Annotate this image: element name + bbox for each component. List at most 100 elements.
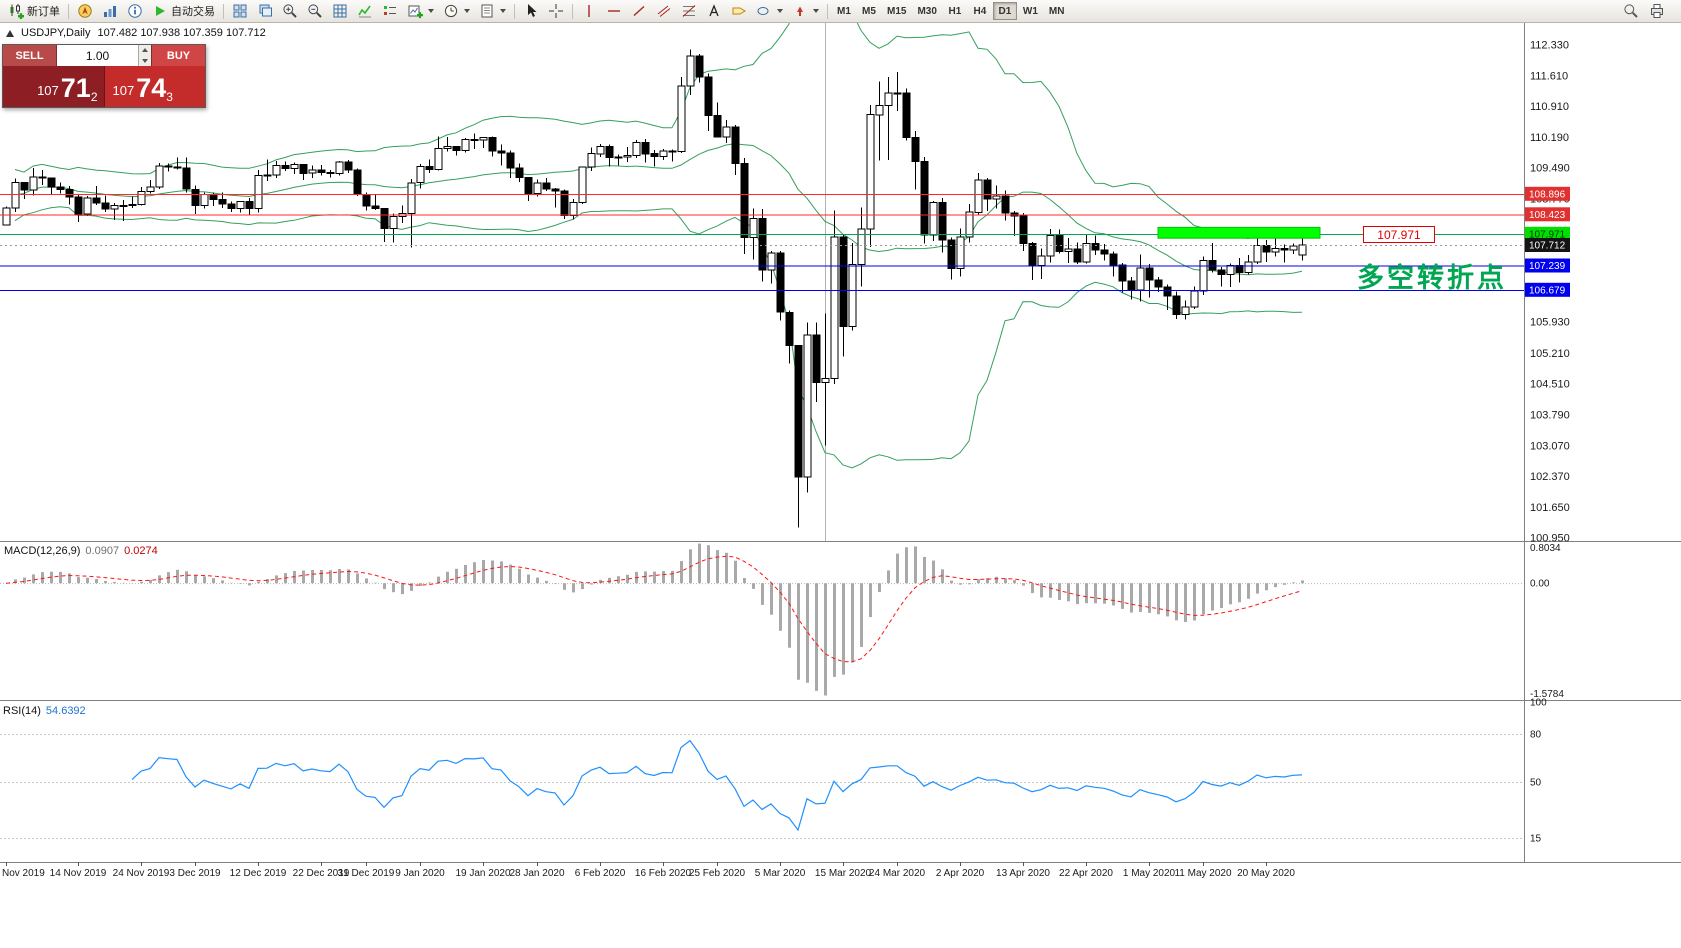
horizontal-line-button[interactable] — [602, 1, 626, 21]
volume-value[interactable]: 1.00 — [85, 48, 110, 63]
buy-button[interactable]: BUY — [151, 45, 205, 66]
macd-axis[interactable]: 0.8034 0.00 -1.5784 — [1530, 543, 1564, 700]
template-icon — [481, 4, 493, 18]
svg-text:15: 15 — [1530, 834, 1542, 845]
cursor-button[interactable] — [519, 1, 543, 21]
timeframe-d1[interactable]: D1 — [992, 2, 1017, 20]
rsi-panel[interactable] — [0, 734, 1524, 839]
arrows-dropdown[interactable] — [788, 1, 823, 21]
data-window-button[interactable] — [123, 1, 147, 21]
svg-text:24 Mar 2020: 24 Mar 2020 — [869, 868, 926, 879]
vertical-line-button[interactable] — [577, 1, 601, 21]
ask-price[interactable]: 107 74 3 — [103, 66, 205, 107]
turning-point-note[interactable]: 多空转折点 — [1357, 263, 1507, 293]
candles[interactable] — [2, 49, 1307, 528]
price-axis[interactable]: 112.330111.610110.910110.190109.490108.7… — [1530, 40, 1570, 545]
clock-icon — [444, 4, 458, 18]
svg-text:0.00: 0.00 — [1530, 579, 1550, 590]
volume-input[interactable]: 1.00 — [57, 45, 151, 66]
macd-label: MACD(12,26,9) 0.0907 0.0274 — [4, 545, 158, 557]
bid-sup: 2 — [90, 90, 98, 104]
text-icon — [709, 4, 719, 17]
zoom-out-button[interactable] — [303, 1, 327, 21]
templates-dropdown[interactable] — [475, 1, 510, 21]
timeframe-m30[interactable]: M30 — [912, 2, 941, 20]
search-button[interactable] — [1619, 1, 1643, 21]
chevron-down-icon — [464, 9, 470, 13]
toolbar-separator — [572, 3, 573, 19]
zoom-in-button[interactable] — [278, 1, 302, 21]
svg-text:0.8034: 0.8034 — [1530, 543, 1561, 554]
bid-price[interactable]: 107 71 2 — [3, 66, 104, 107]
horizontal-line-icon — [608, 10, 620, 12]
volume-up-button[interactable] — [139, 45, 151, 56]
rsi-name: RSI(14) — [3, 705, 41, 717]
text-tool-button[interactable] — [702, 1, 726, 21]
svg-text:20 May 2020: 20 May 2020 — [1237, 868, 1295, 879]
vertical-line-icon — [588, 5, 590, 17]
macd-name: MACD(12,26,9) — [4, 545, 81, 557]
svg-text:22 Dec 2019: 22 Dec 2019 — [293, 868, 350, 879]
new-chart-icon — [408, 5, 423, 19]
svg-text:9 Jan 2020: 9 Jan 2020 — [395, 868, 445, 879]
triangle-down-icon — [142, 58, 148, 63]
highlight-rectangle[interactable] — [1157, 226, 1321, 239]
grid-button[interactable] — [328, 1, 352, 21]
toolbar-separator — [68, 3, 69, 19]
periods-dropdown[interactable] — [439, 1, 474, 21]
info-icon — [128, 4, 142, 18]
timeframe-w1[interactable]: W1 — [1018, 2, 1043, 20]
timeframe-mn[interactable]: MN — [1044, 2, 1070, 20]
volume-spinner — [138, 45, 151, 66]
autotrading-button[interactable]: 自动交易 — [148, 1, 219, 21]
volume-down-button[interactable] — [139, 55, 151, 66]
svg-text:24 Nov 2019: 24 Nov 2019 — [113, 868, 170, 879]
crosshair-button[interactable] — [544, 1, 568, 21]
timeframe-m5[interactable]: M5 — [857, 2, 881, 20]
time-axis[interactable]: Nov 2019 14 Nov 2019 24 Nov 2019 3 Dec 2019… — [2, 862, 1295, 879]
chevron-down-icon — [777, 9, 783, 13]
svg-text:109.490: 109.490 — [1530, 163, 1570, 175]
sell-button[interactable]: SELL — [3, 45, 57, 66]
new-order-button[interactable]: 新订单 — [4, 1, 64, 21]
label-tool-button[interactable] — [727, 1, 751, 21]
bid-big: 71 — [60, 73, 91, 103]
fibonacci-button[interactable] — [677, 1, 701, 21]
indicator-list-button[interactable] — [378, 1, 402, 21]
macd-panel[interactable] — [0, 543, 1524, 696]
timeframe-h4[interactable]: H4 — [968, 2, 992, 20]
bollinger-bands — [14, 23, 1303, 469]
timeframe-m15[interactable]: M15 — [882, 2, 911, 20]
rsi-axis[interactable]: 100 80 50 15 — [1530, 698, 1547, 845]
shapes-dropdown[interactable] — [752, 1, 787, 21]
chevron-down-icon — [813, 9, 819, 13]
svg-text:Nov 2019: Nov 2019 — [2, 868, 45, 879]
price-level-badge[interactable]: 107.971 — [1363, 226, 1435, 243]
svg-text:110.190: 110.190 — [1530, 132, 1569, 144]
svg-text:100: 100 — [1530, 698, 1547, 709]
shapes-icon — [757, 7, 769, 15]
svg-text:110.910: 110.910 — [1530, 101, 1569, 113]
market-watch-button[interactable] — [98, 1, 122, 21]
svg-text:12 Dec 2019: 12 Dec 2019 — [230, 868, 287, 879]
indicators-button[interactable] — [353, 1, 377, 21]
print-button[interactable] — [1645, 1, 1669, 21]
svg-text:14 Nov 2019: 14 Nov 2019 — [50, 868, 107, 879]
timeframe-m1[interactable]: M1 — [832, 2, 856, 20]
timeframe-h1[interactable]: H1 — [943, 2, 967, 20]
cascade-windows-button[interactable] — [253, 1, 277, 21]
svg-text:106.679: 106.679 — [1529, 285, 1566, 296]
macd-value-main: 0.0907 — [85, 545, 120, 557]
svg-text:105.930: 105.930 — [1530, 317, 1570, 329]
svg-text:103.790: 103.790 — [1530, 409, 1570, 421]
triangle-up-icon — [142, 48, 148, 53]
svg-text:50: 50 — [1530, 778, 1542, 789]
trendline-icon — [633, 5, 645, 17]
trendline-button[interactable] — [627, 1, 651, 21]
tile-windows-button[interactable] — [228, 1, 252, 21]
metaeditor-button[interactable] — [73, 1, 97, 21]
channel-button[interactable] — [652, 1, 676, 21]
new-chart-dropdown[interactable] — [403, 1, 438, 21]
chart-marker-icon — [6, 29, 14, 37]
